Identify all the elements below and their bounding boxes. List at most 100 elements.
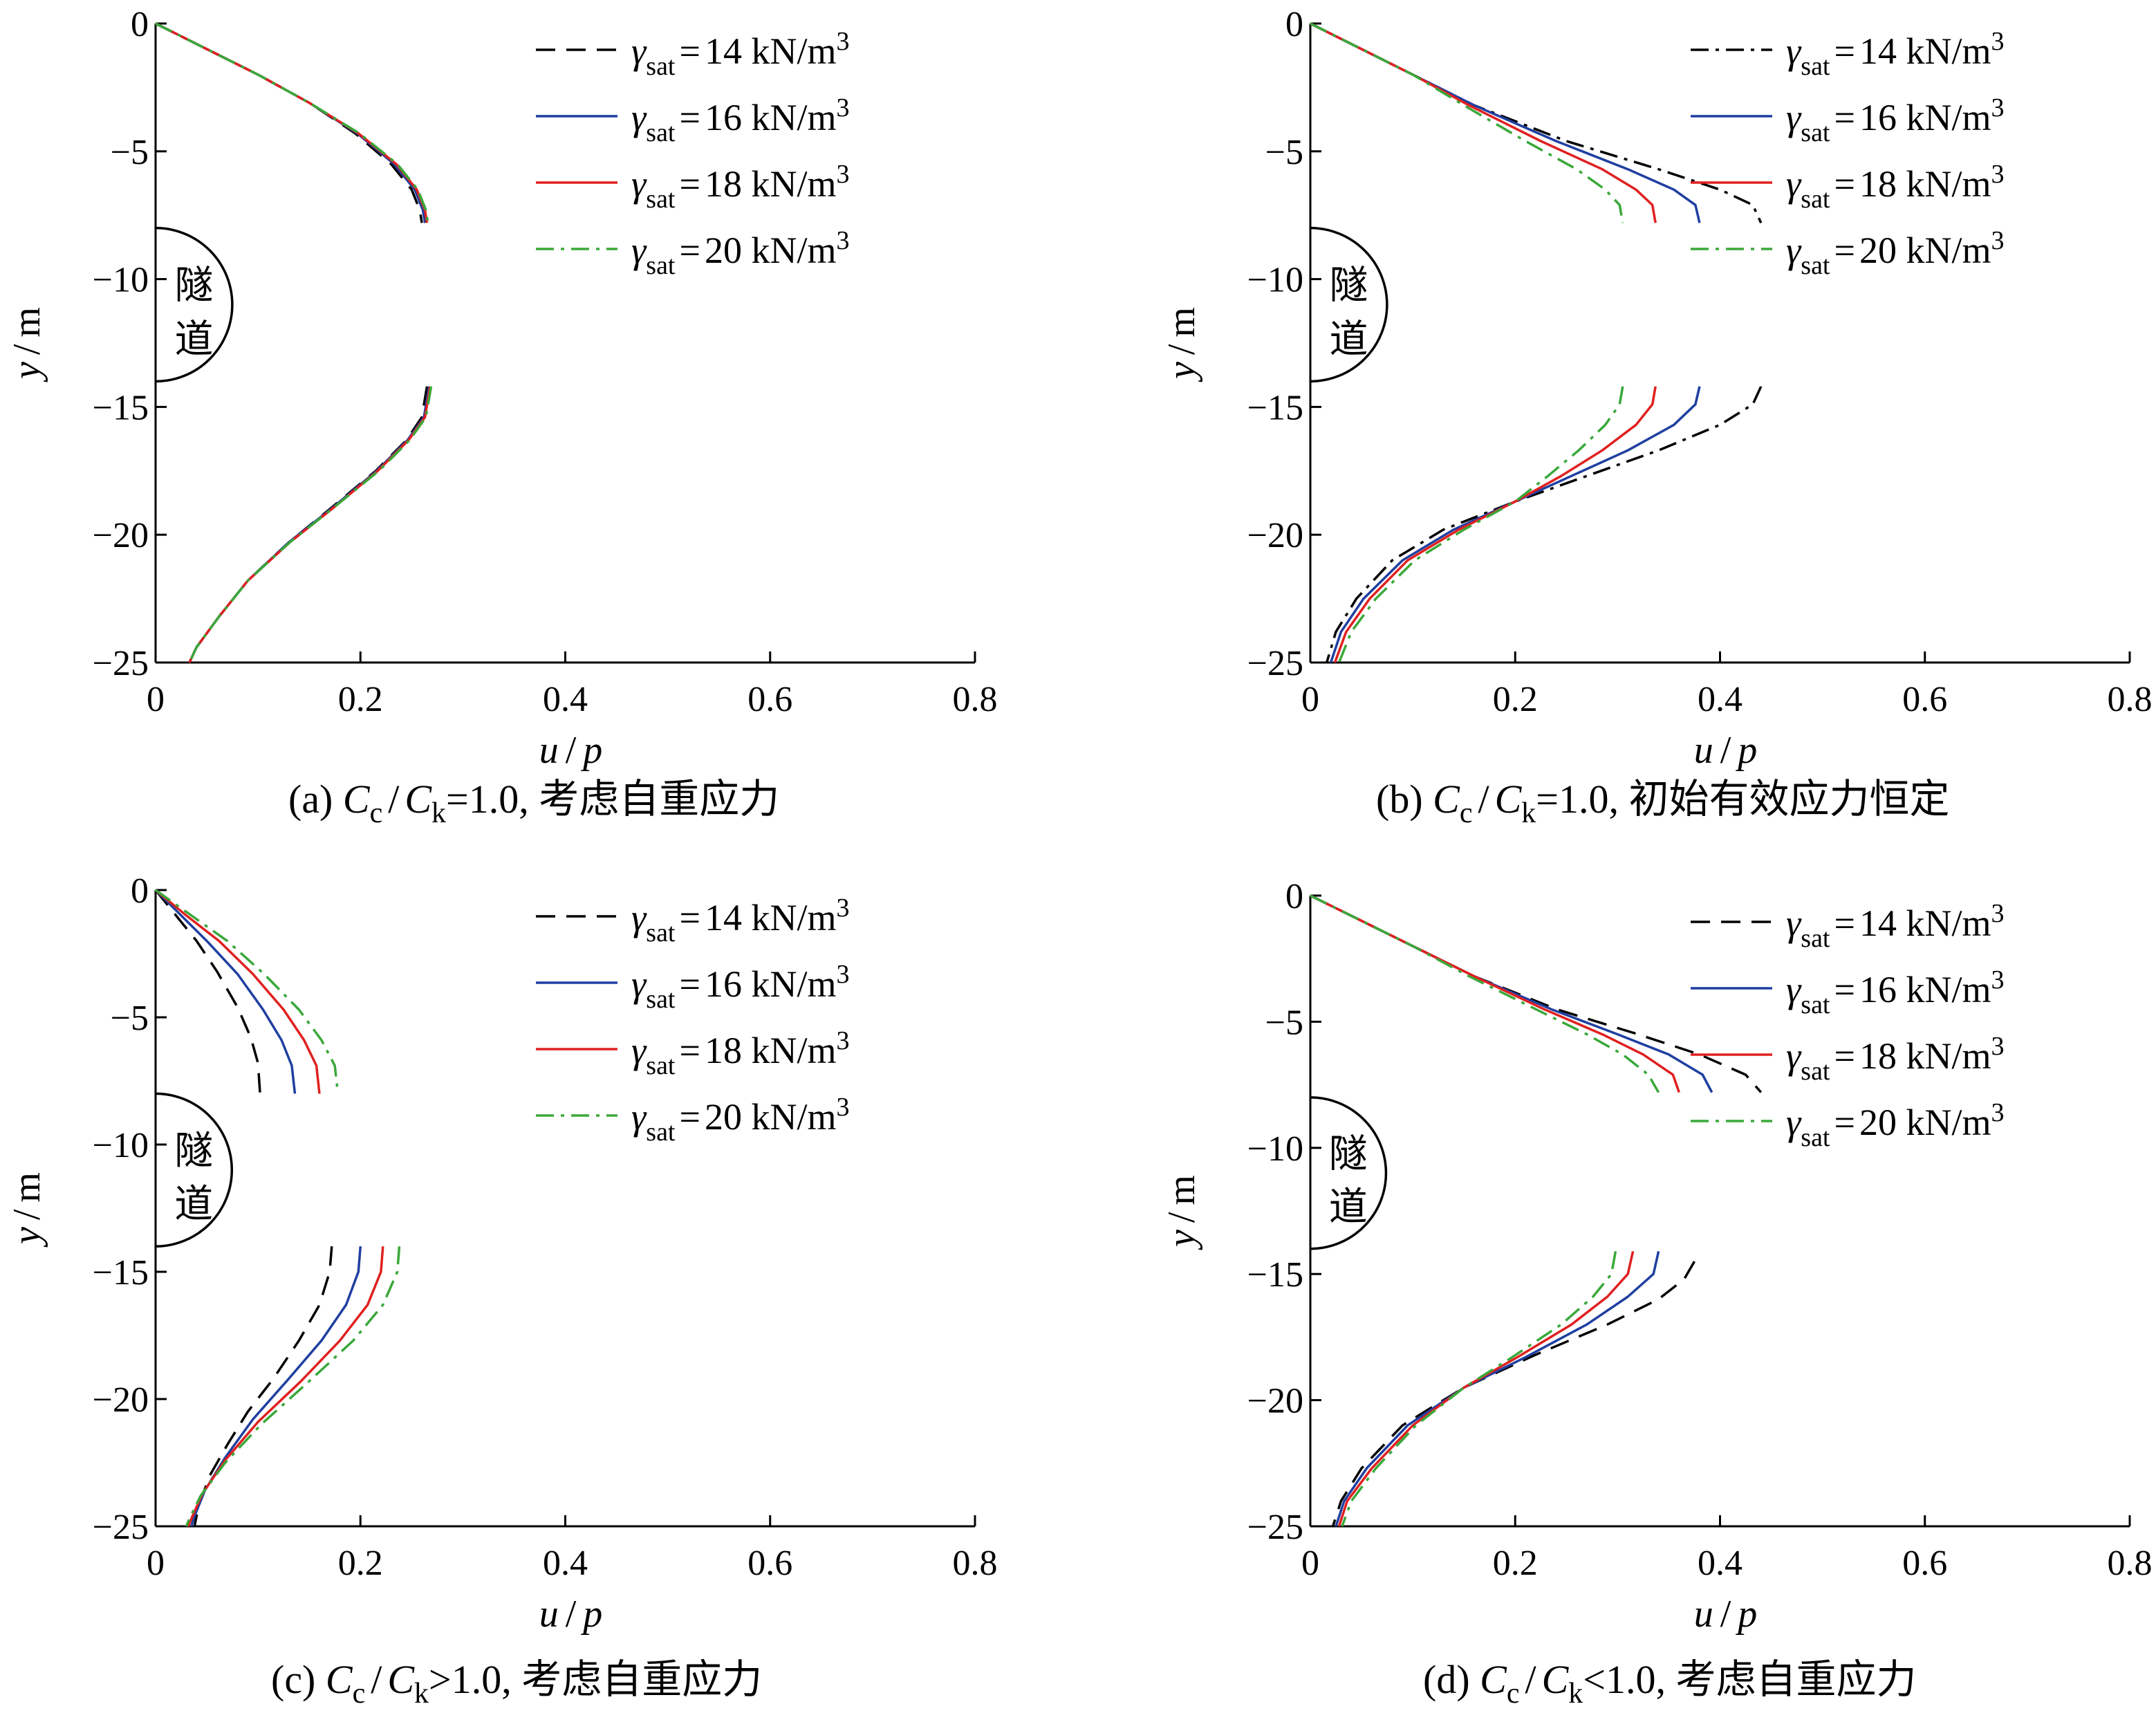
series-18-lower-curve	[1333, 386, 1657, 663]
series-16-upper-curve	[155, 22, 427, 223]
x-tick-label: 0	[1301, 680, 1319, 719]
chart-caption: (b) Cc / Ck=1.0, 初始有效应力恒定	[1376, 775, 1950, 829]
x-tick-label: 0.6	[747, 680, 792, 719]
tunnel-label-1: 隧	[1329, 1133, 1368, 1176]
x-axis-title: u / p	[539, 729, 603, 772]
legend-label-18: γsat = 18 kN/m3	[1786, 160, 2004, 214]
series-20-upper-curve	[154, 889, 340, 1094]
legend-label-16: γsat = 16 kN/m3	[1786, 93, 2004, 147]
legend-label-20: γsat = 20 kN/m3	[1786, 226, 2004, 280]
x-axis-title: u / p	[539, 1593, 603, 1636]
y-tick-label: −20	[1247, 1382, 1303, 1421]
series-18-upper-curve	[1310, 22, 1657, 223]
series-18-lower-curve	[1337, 1251, 1635, 1527]
series-20-lower-curve	[1341, 1251, 1617, 1527]
x-tick-label: 0.4	[1698, 1544, 1743, 1583]
y-tick-label: 0	[1285, 5, 1303, 44]
y-tick-label: −25	[1247, 1508, 1303, 1547]
tunnel-outline	[155, 226, 234, 383]
tunnel-label-1: 隧	[174, 265, 213, 308]
y-tick-label: −15	[1247, 388, 1303, 427]
x-tick-label: 0.4	[543, 680, 588, 719]
tunnel-label-2: 道	[1329, 318, 1368, 361]
y-axis-title: y/m	[1160, 307, 1203, 382]
legend-label-16: γsat = 16 kN/m3	[631, 960, 849, 1014]
series-18-upper-curve	[155, 22, 429, 223]
y-tick-label: −10	[1247, 1129, 1303, 1169]
x-tick-label: 0.2	[338, 680, 383, 719]
tunnel-label-2: 道	[174, 318, 213, 361]
chart-caption: (c) Cc / Ck>1.0, 考虑自重应力	[271, 1656, 762, 1710]
chart-panel-3: 0 0.2 0.4 0.6 0.8 0 −5 −10 −15 −20 −25 u / p y/m 隧道 γsat…	[1160, 877, 2153, 1710]
x-tick-label: 0.8	[953, 680, 998, 719]
x-tick-label: 0.6	[1902, 680, 1947, 719]
series-14-lower-curve	[188, 386, 429, 663]
legend-label-16: γsat = 16 kN/m3	[1786, 965, 2004, 1019]
series-14-lower-curve	[1326, 386, 1763, 663]
legend-label-14: γsat = 14 kN/m3	[1786, 27, 2004, 81]
x-tick-label: 0.6	[1902, 1544, 1947, 1583]
chart-caption: (a) Cc / Ck=1.0, 考虑自重应力	[288, 775, 779, 829]
chart-panel-1: 0 0.2 0.4 0.6 0.8 0 −5 −10 −15 −20 −25 u / p y/m 隧道 γsat…	[1160, 5, 2153, 829]
series-20-lower-curve	[188, 386, 433, 663]
x-tick-label: 0.2	[1493, 1544, 1538, 1583]
x-tick-label: 0.2	[1493, 680, 1538, 719]
tunnel-label-1: 隧	[1329, 265, 1368, 308]
x-tick-label: 0.8	[953, 1544, 998, 1583]
series-14-upper-curve	[154, 889, 261, 1094]
legend-label-18: γsat = 18 kN/m3	[631, 160, 849, 214]
x-tick-label: 0.4	[1698, 680, 1743, 719]
y-tick-label: 0	[131, 5, 149, 44]
y-tick-label: −10	[93, 261, 149, 300]
series-20-lower-curve	[185, 1246, 401, 1527]
y-tick-label: −20	[93, 1380, 149, 1420]
series-16-lower-curve	[1329, 386, 1701, 663]
y-tick-label: −15	[93, 388, 149, 427]
y-tick-label: −20	[1247, 516, 1303, 555]
series-18-upper-curve	[1310, 894, 1680, 1093]
chart-panel-2: 0 0.2 0.4 0.6 0.8 0 −5 −10 −15 −20 −25 u / p y/m 隧道 γsat…	[6, 871, 998, 1710]
y-tick-label: 0	[1285, 877, 1303, 916]
legend-label-16: γsat = 16 kN/m3	[631, 93, 849, 147]
y-tick-label: −15	[1247, 1255, 1303, 1295]
tunnel-outline	[155, 1092, 234, 1248]
series-16-lower-curve	[1335, 1251, 1660, 1527]
legend-label-20: γsat = 20 kN/m3	[1786, 1098, 2004, 1152]
tunnel-label-2: 道	[1329, 1186, 1368, 1229]
y-axis-title: y/m	[6, 307, 48, 382]
y-tick-label: −25	[93, 644, 149, 683]
series-18-lower-curve	[187, 1246, 384, 1527]
y-tick-label: −5	[111, 999, 149, 1038]
chart-panel-0: 0 0.2 0.4 0.6 0.8 0 −5 −10 −15 −20 −25 u / p y/m 隧道 γsat…	[6, 5, 998, 829]
y-axis-title: y/m	[6, 1172, 48, 1248]
series-16-upper-curve	[154, 889, 297, 1094]
x-tick-label: 0.2	[338, 1544, 383, 1583]
legend-label-18: γsat = 18 kN/m3	[1786, 1032, 2004, 1086]
y-tick-label: −5	[1265, 1003, 1303, 1042]
series-14-upper-curve	[1310, 22, 1763, 224]
legend-label-20: γsat = 20 kN/m3	[631, 226, 849, 280]
chart-caption: (d) Cc / Ck<1.0, 考虑自重应力	[1423, 1656, 1917, 1710]
legend-label-18: γsat = 18 kN/m3	[631, 1026, 849, 1080]
x-tick-label: 0.6	[747, 1544, 792, 1583]
legend-label-14: γsat = 14 kN/m3	[631, 894, 849, 947]
y-tick-label: 0	[131, 871, 149, 911]
tunnel-outline	[1310, 1096, 1388, 1250]
series-20-lower-curve	[1337, 386, 1624, 663]
series-14-lower-curve	[1331, 1261, 1696, 1527]
x-tick-label: 0	[147, 1544, 165, 1583]
x-tick-label: 0	[1301, 1544, 1319, 1583]
x-axis-title: u / p	[1694, 729, 1758, 772]
x-tick-label: 0	[147, 680, 165, 719]
series-20-upper-curve	[1310, 22, 1624, 223]
series-18-upper-curve	[154, 889, 321, 1094]
series-20-upper-curve	[155, 22, 429, 223]
series-20-upper-curve	[1310, 894, 1660, 1093]
y-tick-label: −10	[1247, 261, 1303, 300]
y-tick-label: −5	[111, 133, 149, 172]
series-14-upper-curve	[155, 22, 423, 223]
y-tick-label: −5	[1265, 133, 1303, 172]
series-14-upper-curve	[1310, 894, 1763, 1093]
